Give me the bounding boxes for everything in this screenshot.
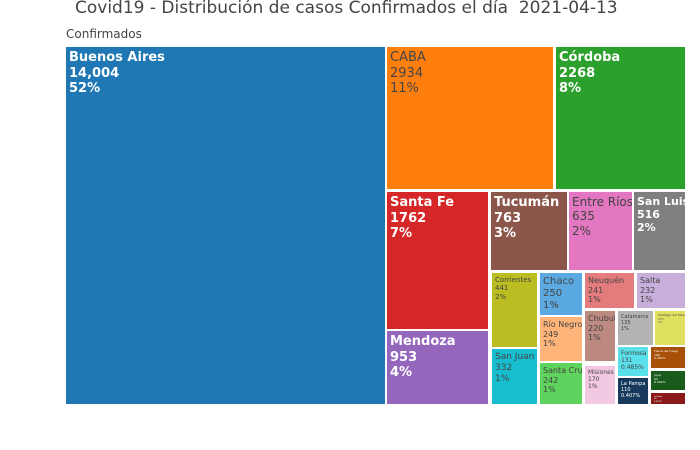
tile-pct: 1% (658, 320, 663, 325)
root-label[interactable]: Confirmados (66, 27, 142, 41)
tile-value: 232 (640, 285, 656, 295)
tile-pct: 0.407% (621, 393, 641, 399)
tile-la-pampa[interactable]: La Pampa 110 0.407% (618, 378, 648, 404)
tile-formosa[interactable]: Formosa 131 0.485% (618, 347, 648, 376)
tile-name: Jujuy (654, 373, 662, 377)
tile-chubut[interactable]: Chubut 220 1% (585, 311, 615, 361)
tile-value: 635 (572, 209, 595, 224)
tile-entre-ríos[interactable]: Entre Ríos 635 2% (569, 192, 632, 270)
tile-santa-cruz[interactable]: Santa Cruz2421% (540, 363, 582, 404)
tile-tierra-del-fuego[interactable]: Tierra del Fuego 108 0.400% (651, 347, 685, 368)
tile-pct: 1% (640, 295, 653, 305)
tile-value: 332 (495, 362, 513, 373)
tile-name: Misiones (588, 369, 614, 376)
tile-santa-fe[interactable]: Santa Fe 1762 7% (387, 192, 488, 329)
tile-value: 93 (654, 376, 658, 381)
tile-name: Entre Ríos (572, 195, 632, 209)
tile-value: 441 (495, 284, 509, 293)
tile-name: Chubut (588, 314, 615, 323)
tile-pct: 1% (588, 333, 601, 343)
tile-tucumán[interactable]: Tucumán 763 3% (491, 192, 567, 270)
tile-pct: 2% (495, 292, 507, 301)
chart-title: Covid19 - Distribución de casos Confirma… (75, 0, 618, 18)
tile-name: Corrientes (495, 276, 532, 284)
tile-name: Santa Fe (390, 195, 455, 210)
tile-pct: 0.485% (621, 364, 644, 372)
tile-pct: 1% (543, 300, 559, 311)
tile-name: Mendoza (390, 334, 456, 349)
tile-value: 131 (621, 357, 633, 365)
tile-name: CABA (390, 50, 426, 65)
tile-name: Buenos Aires (69, 50, 165, 65)
tile-name: Salta (640, 276, 661, 285)
tile-value: 137 (658, 316, 664, 321)
tile-value: 110 (621, 387, 631, 393)
tile-pct: 2% (637, 221, 656, 235)
tile-pct: 2% (572, 223, 592, 238)
tile-name: La Rioja (654, 396, 662, 398)
tile-value: 2268 (559, 65, 596, 81)
tile-pct: 8% (559, 81, 582, 97)
tile-value: 60 (654, 398, 657, 401)
tile-caba[interactable]: CABA 2934 11% (387, 47, 553, 189)
tile-name: Chaco (543, 276, 575, 287)
tile-pct: 1% (495, 373, 510, 384)
tile-pct: 1% (588, 295, 601, 305)
tile-value: 516 (637, 208, 660, 222)
tile-name: La Pampa (621, 381, 646, 387)
tile-name: Tierra del Fuego (654, 349, 679, 353)
tile-pct: 0.222% (654, 400, 662, 403)
tile-name: Río Negro (543, 320, 582, 329)
tile-pct: 1% (621, 326, 629, 332)
tile-pct: 1% (588, 383, 598, 391)
tile-name: San Juan (495, 352, 535, 362)
tile-la-rioja[interactable]: La Rioja 60 0.222% (651, 393, 685, 404)
tile-name: Córdoba (559, 50, 621, 65)
tile-pct: 1% (543, 385, 556, 395)
tile-mendoza[interactable]: Mendoza 953 4% (387, 331, 488, 404)
tile-name: Catamarca (621, 314, 649, 320)
tile-pct: 4% (390, 365, 413, 381)
tile-jujuy[interactable]: Jujuy 93 0.344% (651, 371, 685, 390)
tile-value: 953 (390, 349, 418, 365)
tile-name: Santiago del Estero (658, 313, 685, 317)
tile-pct: 52% (69, 81, 101, 97)
tile-córdoba[interactable]: Córdoba 2268 8% (556, 47, 685, 189)
tile-pct: 3% (494, 226, 517, 242)
tile-corrientes[interactable]: Corrientes 441 2% (492, 273, 537, 347)
tile-pct: 1% (543, 339, 556, 349)
tile-value: 763 (494, 210, 522, 226)
tile-salta[interactable]: Salta 232 1% (637, 273, 685, 308)
tile-san-luis[interactable]: San Luis 516 2% (634, 192, 685, 270)
tile-value: 242 (543, 375, 559, 385)
tile-value: 14,004 (69, 65, 120, 81)
tile-value: 1762 (390, 210, 427, 226)
tile-santiago-del-estero[interactable]: Santiago del Estero 137 1% (655, 311, 685, 345)
tile-neuquén[interactable]: Neuquén 241 1% (585, 273, 634, 308)
tile-buenos-aires[interactable]: Buenos Aires 14,004 52% (66, 47, 385, 404)
tile-value: 170 (588, 376, 600, 384)
tile-pct: 11% (390, 81, 419, 97)
tile-pct: 7% (390, 226, 413, 242)
tile-name: Formosa (621, 350, 647, 357)
tile-value: 249 (543, 329, 559, 339)
tile-chaco[interactable]: Chaco 250 1% (540, 273, 582, 315)
tile-value: 2934 (390, 65, 424, 81)
tile-name: Santa Cruz (543, 366, 582, 375)
tile-value: 135 (621, 320, 631, 326)
tile-pct: 0.400% (654, 356, 666, 361)
tile-value: 250 (543, 288, 563, 299)
tile-pct: 0.344% (654, 380, 666, 385)
tile-value: 220 (588, 323, 604, 333)
tile-río-negro[interactable]: Río Negro 249 1% (540, 317, 582, 361)
tile-misiones[interactable]: Misiones 170 1% (585, 366, 615, 404)
tile-value: 241 (588, 285, 604, 295)
tile-name: Neuquén (588, 276, 625, 285)
tile-catamarca[interactable]: Catamarca 135 1% (618, 311, 653, 345)
tile-name: San Luis (637, 195, 685, 208)
tile-name: Tucumán (494, 195, 560, 210)
tile-value: 108 (654, 352, 660, 357)
tile-san-juan[interactable]: San Juan 332 1% (492, 349, 537, 404)
